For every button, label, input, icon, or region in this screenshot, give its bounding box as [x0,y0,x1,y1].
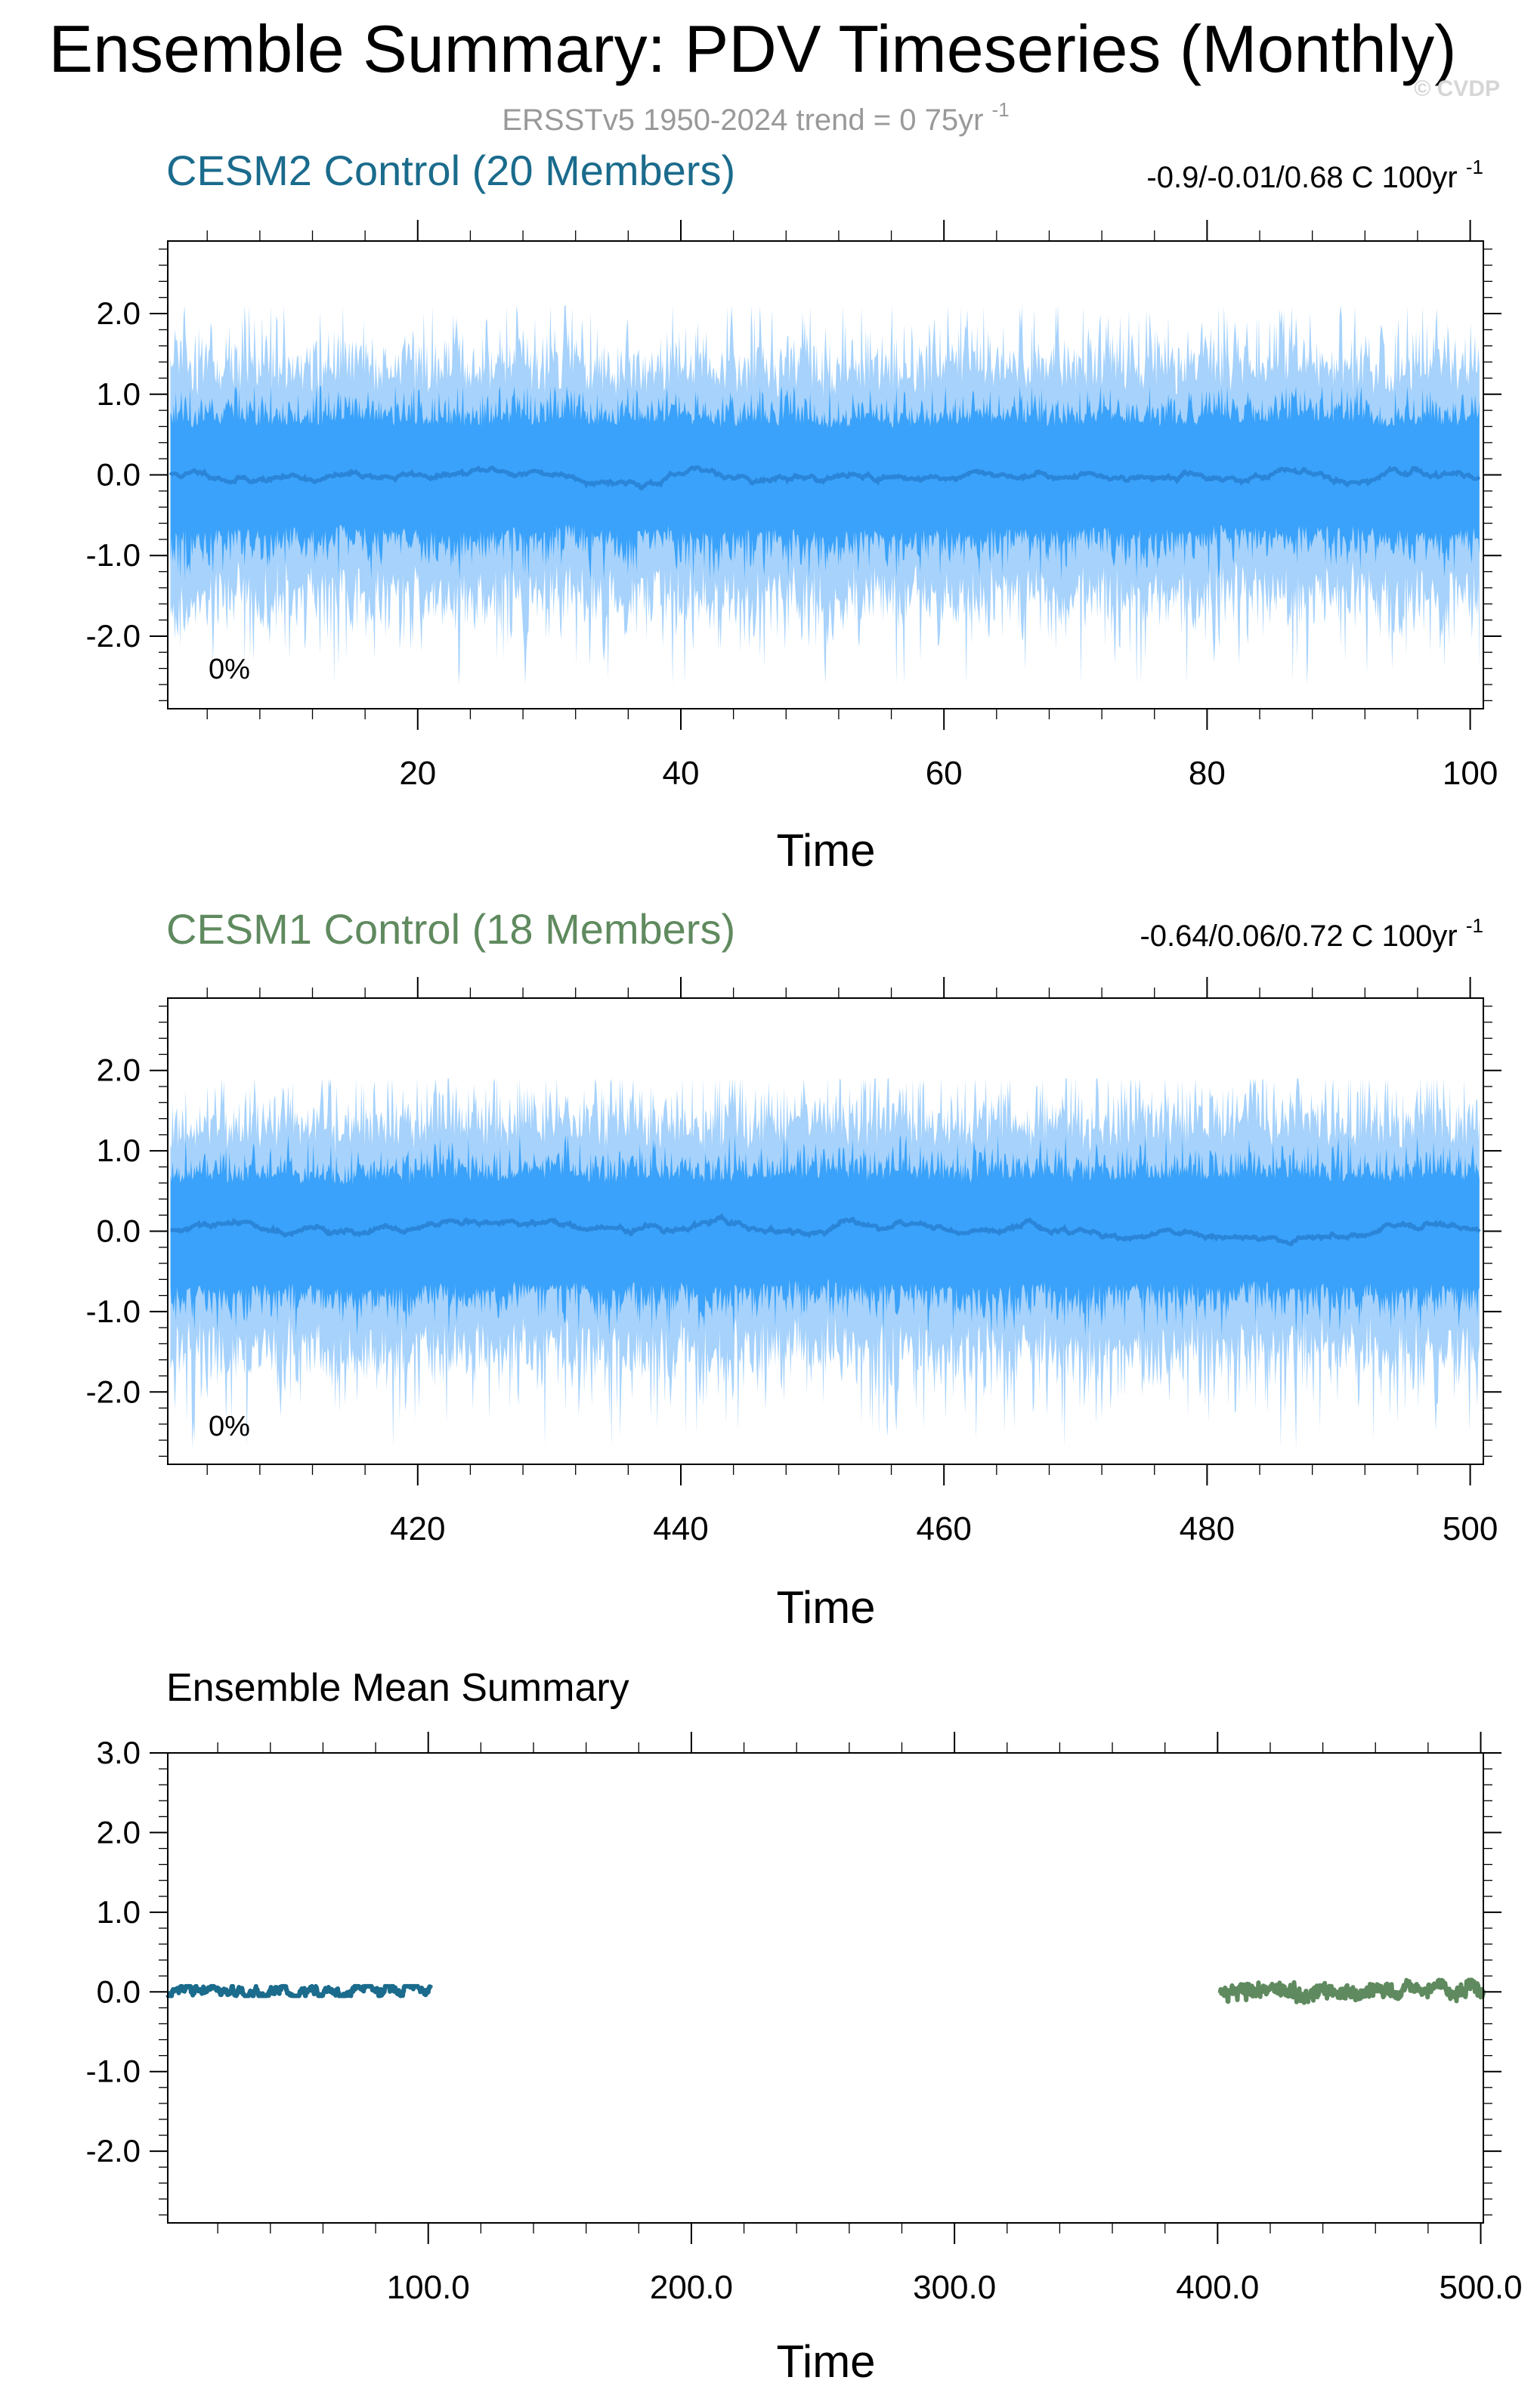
panel-cesm2-annotation: 0% [209,654,250,685]
panel-cesm1-y-tick-label: 2.0 [97,1053,141,1088]
panel-cesm2-title: CESM2 Control (20 Members) [166,147,735,194]
panel-ensemble-mean-y-tick-label: 3.0 [97,1735,141,1770]
figure-title: Ensemble Summary: PDV Timeseries (Monthl… [48,11,1456,86]
panel-cesm1: CESM1 Control (18 Members) -0.64/0.06/0.… [86,905,1501,1633]
panel-cesm1-xlabel: Time [776,1582,875,1633]
panel-cesm1-plot-area: 2.0 1.0 0.0 -1.0 -2.0 420 440 460 480 500 [86,977,1501,1547]
panel-cesm2-xlabel: Time [776,825,875,876]
panel-cesm2-y-tick-label: -1.0 [86,537,141,573]
panel-cesm2-spread-10-90 [170,386,1480,580]
panel-ensemble-mean-xlabel: Time [776,2336,875,2387]
panel-cesm2-y-tick-label: 1.0 [97,376,141,412]
panel-cesm2-y-tick-label: 0.0 [97,457,141,493]
panel-cesm2: CESM2 Control (20 Members) -0.9/-0.01/0.… [86,147,1501,876]
panel-ensemble-mean-title: Ensemble Mean Summary [166,1666,629,1710]
panel-cesm2-plot-area: 2.0 1.0 0.0 -1.0 -2.0 20 40 60 80 100 [86,220,1501,792]
panel-ensemble-mean-plot-frame [167,1752,1484,2224]
panel-cesm1-y-tick-label: 0.0 [97,1213,141,1249]
panel-ensemble-mean-line-cesm1 [1217,1977,1486,2005]
panel-cesm1-x-tick-label: 440 [653,1510,708,1547]
panel-ensemble-mean-y-tick-label: -1.0 [86,2054,141,2089]
panel-cesm1-trend-text: -0.64/0.06/0.72 C 100yr [1140,920,1457,953]
watermark: © CVDP [1414,76,1500,101]
panel-cesm2-x-tick-label: 80 [1189,755,1226,792]
panel-ensemble-mean-y-tick-label: 0.0 [97,1974,141,2009]
panel-cesm1-x-tick-label: 500 [1443,1510,1498,1547]
panel-ensemble-mean-y-tick-label: 1.0 [97,1894,141,1930]
panel-cesm2-y-tick-label: 2.0 [97,295,141,331]
subtitle-superscript: -1 [992,98,1010,121]
panel-cesm1-x-tick-label: 460 [916,1510,971,1547]
panel-cesm1-x-tick-label: 420 [390,1510,445,1547]
panel-cesm1-title: CESM1 Control (18 Members) [166,905,735,953]
panel-cesm1-annotation: 0% [209,1411,250,1442]
panel-cesm2-trend-text: -0.9/-0.01/0.68 C 100yr [1146,161,1457,194]
panel-cesm2-trend-label: -0.9/-0.01/0.68 C 100yr -1 [1146,156,1483,194]
panel-cesm2-x-tick-label: 100 [1443,755,1498,792]
panel-ensemble-mean-x-tick-label: 500.0 [1439,2269,1522,2306]
panel-cesm2-y-tick-label: -2.0 [86,618,141,654]
panel-ensemble-mean-x-tick-label: 300.0 [913,2269,996,2306]
panel-ensemble-mean-y-tick-label: 2.0 [97,1814,141,1850]
panel-cesm2-x-tick-label: 40 [663,755,700,792]
panel-cesm1-y-tick-label: -1.0 [86,1294,141,1329]
panel-ensemble-mean-x-tick-label: 200.0 [650,2269,733,2306]
panel-cesm2-trend-sup: -1 [1466,156,1483,178]
panel-cesm2-x-tick-label: 20 [399,755,436,792]
panel-cesm1-y-tick-label: 1.0 [97,1133,141,1168]
panel-ensemble-mean-x-tick-label: 400.0 [1176,2269,1259,2306]
subtitle-text: ERSSTv5 1950-2024 trend = 0 75yr [502,104,983,137]
panel-cesm1-trend-label: -0.64/0.06/0.72 C 100yr -1 [1140,914,1483,953]
panel-cesm2-ensemble-mean-line [169,465,1481,491]
panel-cesm1-x-tick-label: 480 [1180,1510,1235,1547]
panel-ensemble-mean-line-cesm2 [165,1983,433,1998]
panel-ensemble-mean-x-tick-label: 100.0 [387,2269,470,2306]
panel-ensemble-mean: Ensemble Mean Summary 3.0 2.0 1.0 0.0 -1.0 -2… [86,1666,1523,2387]
panel-cesm1-ensemble-mean-line [170,1213,1481,1247]
panel-ensemble-mean-y-tick-label: -2.0 [86,2133,141,2168]
panel-cesm1-trend-sup: -1 [1466,914,1483,937]
figure-subtitle: ERSSTv5 1950-2024 trend = 0 75yr -1 [502,98,1009,137]
panel-cesm1-y-tick-label: -2.0 [86,1374,141,1409]
panel-ensemble-mean-plot-area: 3.0 2.0 1.0 0.0 -1.0 -2.0 100.0 200.0 300.0 400.0… [86,1732,1523,2306]
panel-cesm2-x-tick-label: 60 [926,755,963,792]
